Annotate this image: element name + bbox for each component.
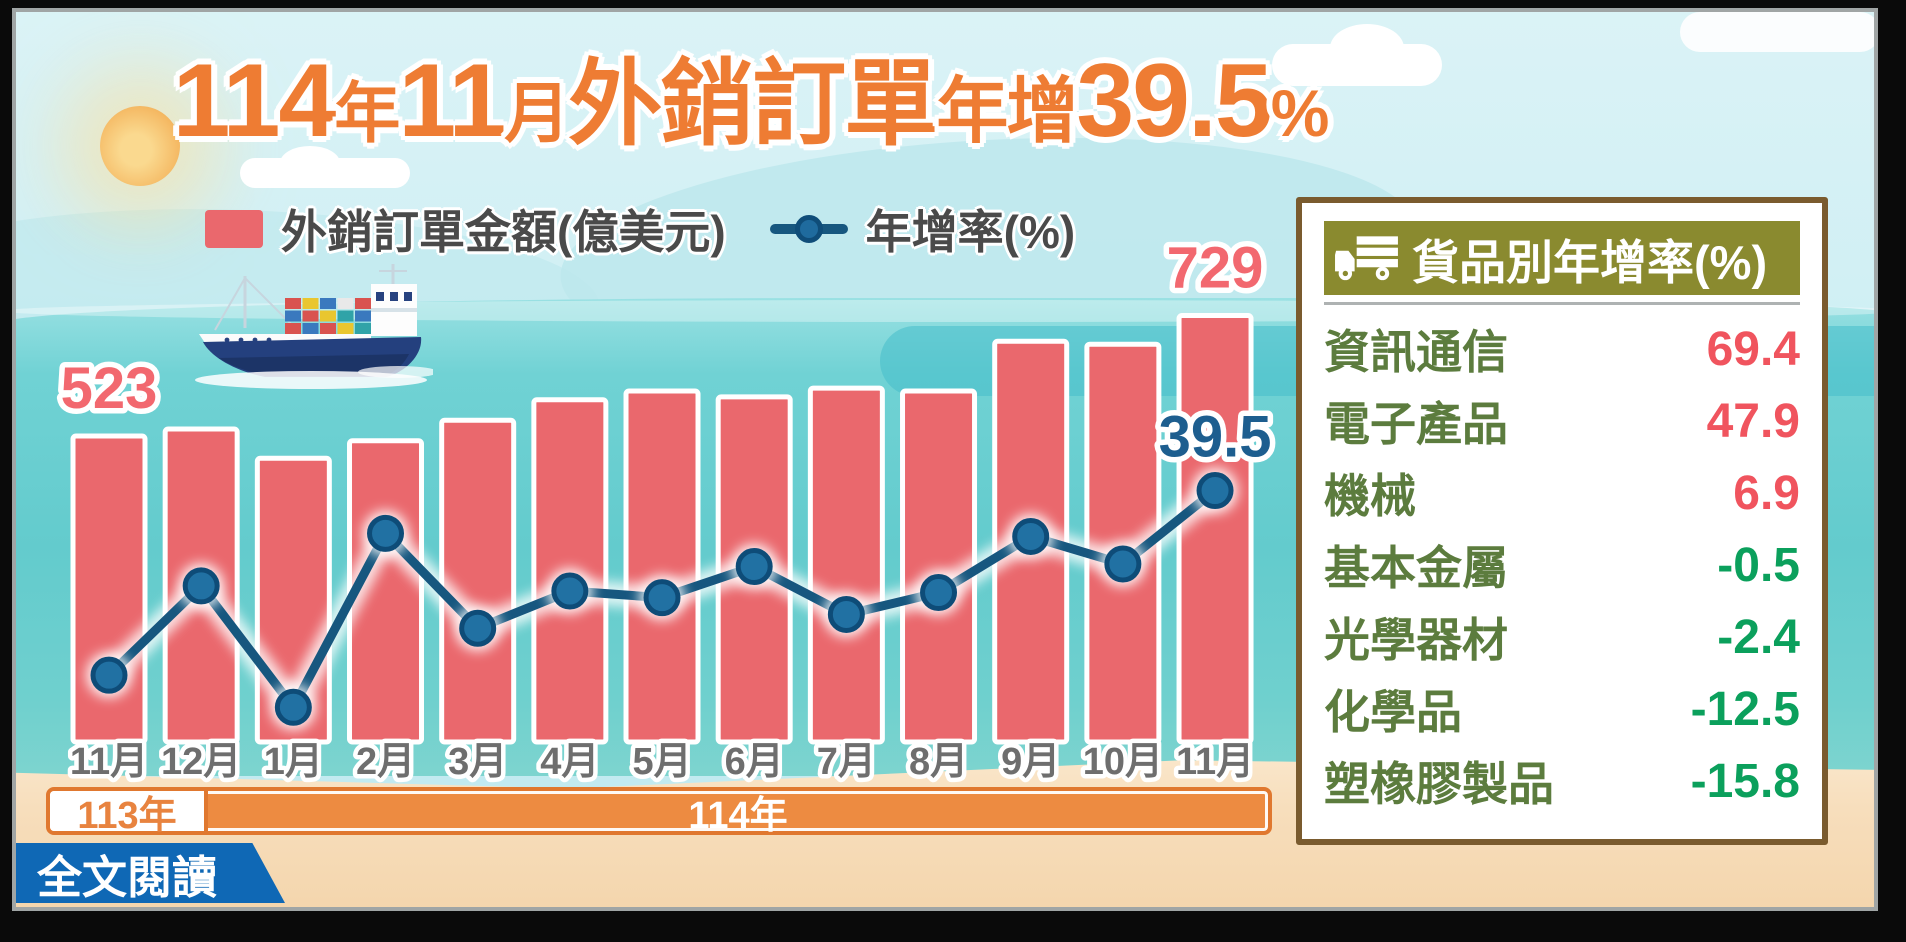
- bar-11月-12: [1176, 313, 1254, 745]
- line-point-2月-3: [367, 514, 405, 552]
- frame-border: [1878, 0, 1906, 942]
- bar-value-label-0: 523: [61, 356, 158, 421]
- category-growth-value: 69.4: [1706, 322, 1800, 376]
- title-part: 年增: [936, 72, 1078, 152]
- category-label: 機械: [1324, 470, 1416, 522]
- legend-label: 年增率(%): [865, 206, 1076, 258]
- category-growth-value: -0.5: [1717, 538, 1800, 592]
- year-axis-band: 113年 114年: [46, 787, 1272, 837]
- month-label-4: 3月: [448, 741, 507, 783]
- month-label-0: 11月: [70, 741, 148, 783]
- panel-title: 貨品別年增率(%): [1412, 235, 1768, 289]
- line-point-4月-5: [551, 572, 589, 610]
- line-point-9月-10: [1012, 517, 1050, 555]
- month-label-1: 12月: [161, 741, 241, 783]
- category-growth-panel: 貨品別年增率(%) 資訊通信 69.4 電子產品 47.9 機械 6.9 基本金屬 -0.5 光…: [1296, 197, 1828, 845]
- month-label-5: 4月: [540, 741, 599, 783]
- category-label: 資訊通信: [1324, 326, 1508, 378]
- line-point-10月-11: [1104, 545, 1142, 583]
- bar-3月-4: [439, 417, 517, 745]
- bar-value-label-12: 729: [1167, 236, 1264, 301]
- frame-border: [0, 911, 1906, 942]
- frame-border: [0, 0, 12, 942]
- category-growth-value: -2.4: [1717, 610, 1800, 664]
- cargo-ship-illustration: [195, 264, 433, 389]
- page-title: 114 年 11 月外銷訂單 年增 39.5%: [120, 28, 1380, 164]
- line-point-3月-4: [459, 609, 497, 647]
- read-more-button[interactable]: 全文閱讀: [13, 843, 285, 903]
- line-point-6月-7: [735, 548, 773, 586]
- month-label-12: 11月: [1176, 741, 1254, 783]
- chart-legend: 外銷訂單金額(億美元) 年增率(%): [205, 196, 1075, 262]
- title-part: 11: [398, 43, 506, 159]
- title-part: 年: [334, 76, 400, 150]
- category-growth-table: 資訊通信 69.4 電子產品 47.9 機械 6.9 基本金屬 -0.5 光學器材 -2.4 化學品…: [1324, 305, 1800, 817]
- category-label: 光學器材: [1324, 614, 1508, 666]
- title-part: 月: [504, 76, 570, 150]
- category-growth-value: 6.9: [1733, 466, 1800, 520]
- category-label: 化學品: [1324, 686, 1462, 738]
- category-growth-value: -15.8: [1690, 754, 1800, 808]
- month-label-10: 9月: [1001, 741, 1060, 783]
- month-label-6: 5月: [632, 741, 691, 783]
- bar-5月-6: [623, 388, 701, 745]
- legend-label: 外銷訂單金額(億美元): [281, 206, 726, 258]
- title-part: 114: [172, 43, 337, 159]
- category-row: 機械 6.9: [1324, 457, 1800, 529]
- month-label-2: 1月: [264, 741, 323, 783]
- category-label: 塑橡膠製品: [1324, 758, 1554, 810]
- frame-border: [0, 0, 1906, 8]
- line-point-5月-6: [643, 579, 681, 617]
- sun-icon: [100, 106, 180, 186]
- line-point-8月-9: [920, 574, 958, 612]
- title-part: %: [1270, 76, 1330, 150]
- truck-icon: [1335, 236, 1398, 281]
- panel-divider: [1324, 302, 1800, 305]
- line-point-12月-1: [182, 567, 220, 605]
- category-row: 電子產品 47.9: [1324, 385, 1800, 457]
- year-band-113: 113年: [50, 791, 208, 837]
- year-band-114: 114年: [688, 794, 788, 837]
- category-growth-value: 47.9: [1706, 394, 1800, 448]
- category-label: 電子產品: [1324, 398, 1508, 450]
- month-label-8: 7月: [817, 741, 876, 783]
- title-part: 外銷訂單: [568, 51, 938, 156]
- cloud-icon: [240, 146, 410, 188]
- month-label-7: 6月: [725, 741, 784, 783]
- legend-item-line: 年增率(%): [769, 196, 1076, 262]
- cloud-icon: [1272, 24, 1442, 86]
- line-point-1月-2: [274, 688, 312, 726]
- category-row: 基本金屬 -0.5: [1324, 529, 1800, 601]
- category-label: 基本金屬: [1324, 542, 1508, 594]
- bar-7月-8: [807, 385, 885, 745]
- title-part: 39.5: [1076, 43, 1272, 159]
- category-row: 資訊通信 69.4: [1324, 313, 1800, 385]
- month-label-3: 2月: [356, 741, 415, 783]
- category-growth-value: -12.5: [1690, 682, 1800, 736]
- month-label-11: 10月: [1083, 741, 1163, 783]
- month-label-9: 8月: [909, 741, 968, 783]
- line-marker-icon: [769, 215, 848, 243]
- bar-swatch-icon: [205, 210, 263, 248]
- line-value-label-12: 39.5: [1159, 405, 1272, 470]
- line-point-11月-12: [1196, 472, 1234, 510]
- line-point-11月-0: [90, 656, 128, 694]
- category-row: 化學品 -12.5: [1324, 673, 1800, 745]
- panel-header: 貨品別年增率(%): [1324, 221, 1800, 295]
- line-point-7月-8: [827, 595, 865, 633]
- category-row: 塑橡膠製品 -15.8: [1324, 745, 1800, 817]
- legend-item-bar: 外銷訂單金額(億美元): [205, 196, 726, 262]
- category-row: 光學器材 -2.4: [1324, 601, 1800, 673]
- cloud-icon: [1680, 0, 1880, 52]
